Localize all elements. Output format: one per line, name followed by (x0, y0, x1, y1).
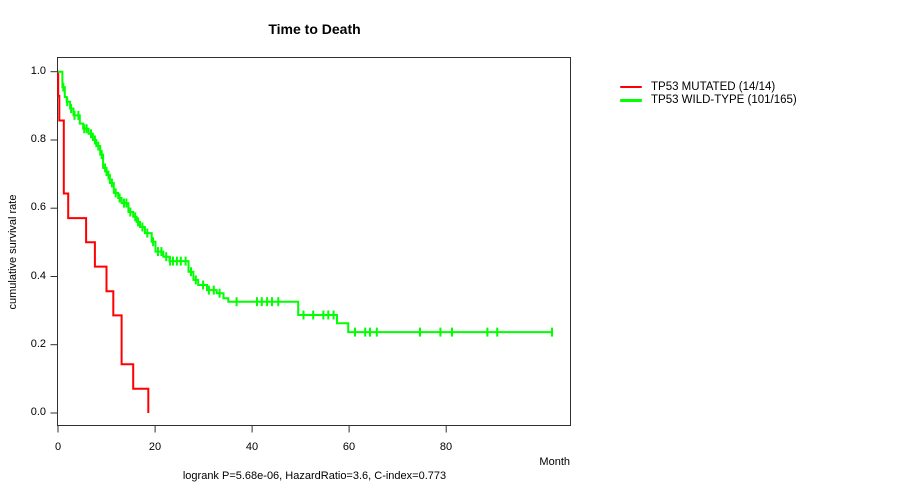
legend-item-tp53-wildtype: TP53 WILD-TYPE (101/165) (620, 94, 797, 108)
y-tick-label: 0.8 (30, 133, 46, 145)
x-tick-label: 20 (148, 441, 162, 453)
legend: TP53 MUTATED (14/14) TP53 WILD-TYPE (101… (620, 80, 797, 107)
x-axis-label: Month (539, 456, 570, 468)
x-tick-label: 60 (342, 441, 356, 453)
y-tick-label: 0.2 (30, 338, 46, 350)
legend-item-tp53-mutated: TP53 MUTATED (14/14) (620, 80, 797, 94)
x-tick-label: 80 (439, 441, 453, 453)
legend-line-red-icon (620, 85, 642, 89)
y-tick-label: 0.6 (30, 201, 46, 213)
plot-title: Time to Death (268, 21, 361, 37)
legend-label-tp53-wildtype: TP53 WILD-TYPE (101/165) (651, 94, 797, 107)
y-tick-label: 1.0 (30, 65, 46, 77)
stats-caption: logrank P=5.68e-06, HazardRatio=3.6, C-i… (182, 470, 447, 482)
legend-line-green-icon (620, 99, 642, 102)
legend-label-tp53-mutated: TP53 MUTATED (14/14) (651, 80, 776, 93)
x-tick-label: 40 (245, 441, 259, 453)
y-tick-label: 0.4 (30, 270, 46, 282)
y-tick-label: 0.0 (30, 406, 46, 418)
x-tick-label: 0 (54, 441, 62, 453)
